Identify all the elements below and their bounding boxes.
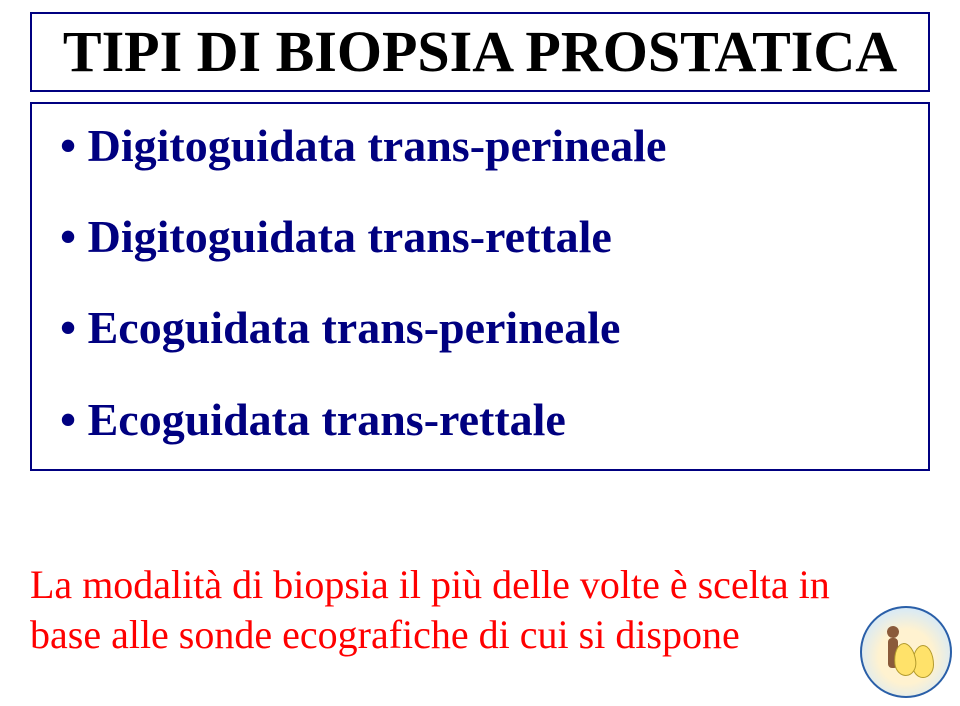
bullet-item: Digitoguidata trans-perineale: [60, 118, 900, 173]
footer-caption: La modalità di biopsia il più delle volt…: [30, 560, 850, 660]
event-logo-icon: [860, 606, 952, 698]
logo-inner-graphic: [874, 626, 938, 678]
title-box: TIPI DI BIOPSIA PROSTATICA: [30, 12, 930, 92]
slide-title: TIPI DI BIOPSIA PROSTATICA: [42, 20, 918, 84]
bullet-list-box: Digitoguidata trans-perineale Digitoguid…: [30, 102, 930, 471]
bullet-item: Ecoguidata trans-rettale: [60, 392, 900, 447]
flag-icon: [936, 606, 952, 609]
bullet-item: Digitoguidata trans-rettale: [60, 209, 900, 264]
bullet-item: Ecoguidata trans-perineale: [60, 300, 900, 355]
